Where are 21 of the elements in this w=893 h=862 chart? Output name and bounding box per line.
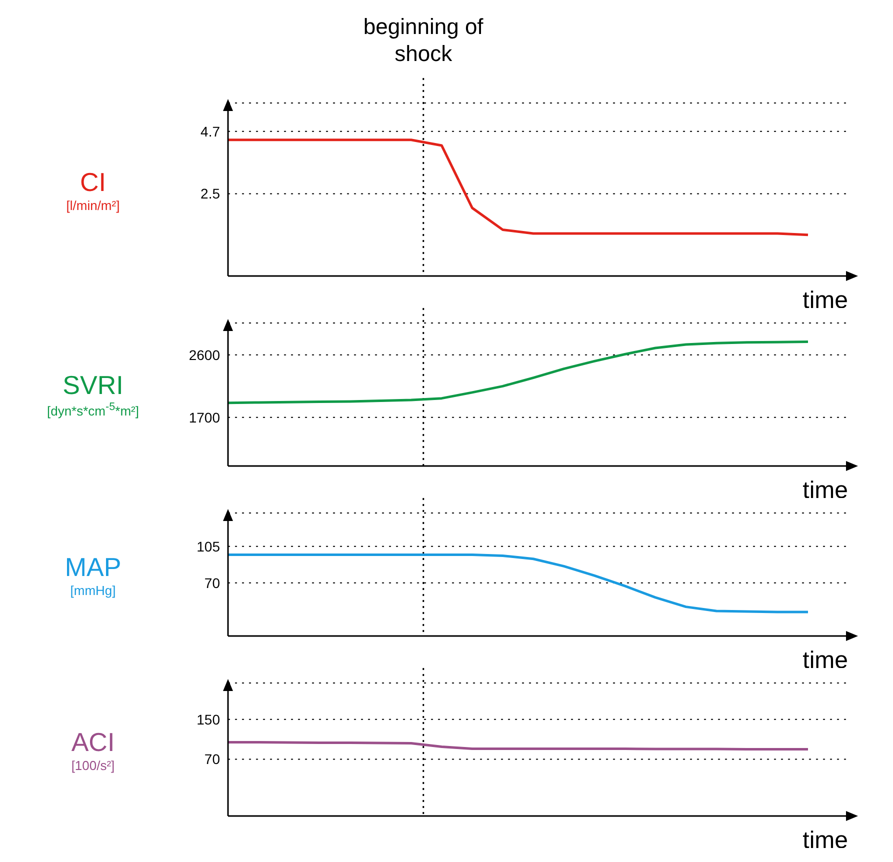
y-tick-label: 105: [196, 538, 220, 554]
y-tick-label: 1700: [188, 409, 220, 426]
line-series: [226, 340, 810, 404]
y-axis-title: MAP [mmHg]: [64, 552, 122, 598]
y-tick-label: 2.5: [200, 186, 220, 202]
y-tick-label: 2600: [188, 346, 220, 363]
x-axis-title: time: [802, 477, 848, 504]
y-tick-label: 4.7: [200, 123, 220, 140]
y-tick-label: 70: [204, 751, 220, 768]
y-axis-title: CI [l/min/m²]: [66, 166, 120, 212]
y-tick-label: 150: [196, 711, 220, 728]
x-axis-title: time: [802, 287, 848, 314]
y-axis-title: ACI [100/s²]: [71, 726, 115, 772]
x-axis-title: time: [802, 647, 848, 674]
line-series: [226, 741, 810, 750]
line-series: [226, 138, 810, 236]
y-tick-label: 70: [204, 574, 220, 591]
line-series: [226, 553, 810, 614]
x-axis-title: time: [802, 827, 848, 854]
y-axis-title: SVRI [dyn*s*cm$^{-5}$*m²]: [46, 370, 139, 419]
text: beginning of shock: [362, 13, 484, 67]
